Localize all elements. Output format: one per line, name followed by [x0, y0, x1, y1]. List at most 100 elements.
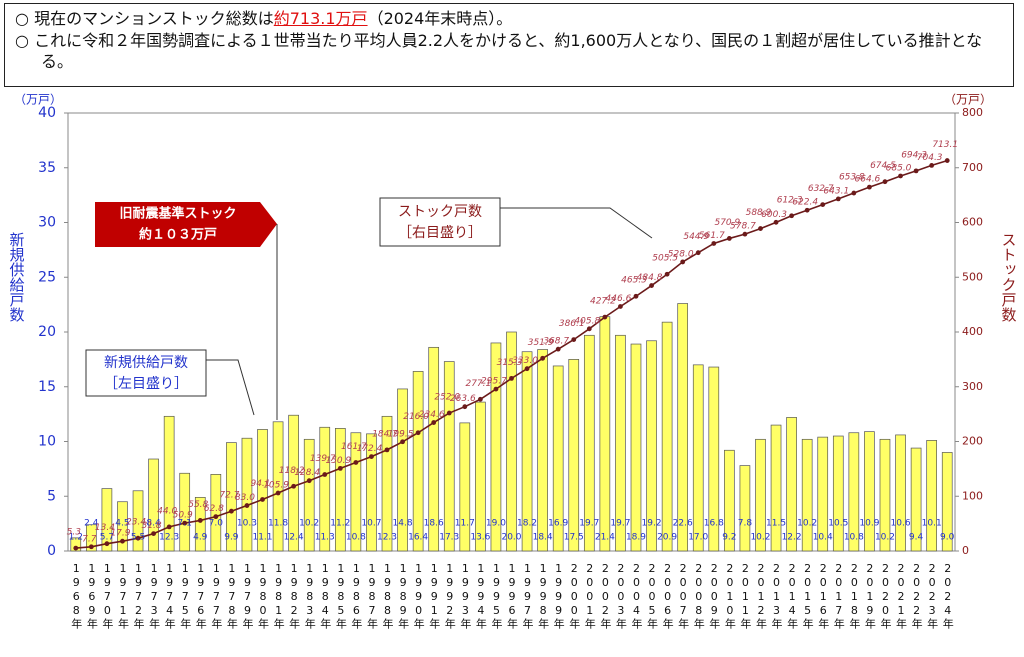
point — [446, 410, 452, 416]
point-label: 622.4 — [792, 198, 818, 208]
x-tick-label: 2019年 — [863, 562, 876, 630]
y-tick-label: 20 — [38, 324, 56, 340]
note-box — [85, 349, 207, 397]
bar — [646, 340, 657, 552]
point — [322, 472, 328, 477]
bar-label: 18.2 — [517, 519, 537, 529]
bar-label: 11.5 — [766, 519, 786, 529]
point — [415, 430, 421, 436]
x-tick-label: 2008年 — [692, 562, 705, 630]
point-label: 612.3 — [777, 195, 803, 205]
bar — [739, 465, 751, 552]
point-label: 5.3 — [67, 528, 82, 538]
point — [867, 184, 872, 190]
x-tick-label: 1971年 — [116, 562, 129, 630]
bar — [303, 438, 315, 552]
point-label: 578.7 — [730, 222, 756, 232]
bar-label: 17.3 — [439, 533, 459, 543]
point — [88, 544, 94, 550]
y2-unit: （万戸） — [944, 93, 992, 107]
note-text: ストック戸数 — [398, 204, 482, 220]
bar-label: 8.4 — [146, 519, 161, 529]
point-label: 505.5 — [652, 254, 678, 264]
x-tick-label: 1968年 — [70, 562, 83, 630]
bar-label: 12.2 — [782, 533, 802, 543]
point-label: 484.8 — [637, 273, 663, 283]
x-tick-label: 1976年 — [194, 562, 207, 630]
point — [851, 190, 857, 196]
point — [120, 538, 125, 544]
point-label: 72.7 — [219, 491, 239, 501]
point-label: 713.1 — [932, 140, 958, 150]
bar — [692, 364, 704, 552]
point — [571, 337, 577, 343]
bar-label: 4.5 — [115, 519, 129, 529]
point — [898, 173, 903, 179]
point — [555, 346, 561, 352]
bar — [786, 417, 797, 552]
point — [431, 420, 437, 425]
bar-label: 7.8 — [738, 519, 753, 529]
bar-label: 10.8 — [346, 533, 366, 543]
bar — [910, 447, 922, 552]
point — [618, 304, 623, 309]
y-tick-label: 30 — [38, 215, 56, 231]
point — [649, 283, 654, 288]
bar — [630, 343, 642, 552]
bar-label: 9.2 — [722, 533, 736, 543]
point-label: 150.9 — [325, 456, 351, 466]
point-label: 199.5 — [388, 429, 414, 439]
bar-label: 5.5 — [131, 533, 145, 543]
point — [353, 460, 359, 465]
bar — [490, 342, 502, 552]
x-tick-label: 1986年 — [350, 562, 363, 630]
bar — [521, 351, 533, 552]
bullet: ○ — [15, 31, 29, 50]
bar — [941, 452, 953, 552]
point — [711, 241, 717, 246]
bar — [801, 438, 813, 552]
x-tick-label: 1992年 — [443, 562, 456, 630]
y-tick-label: 15 — [38, 379, 56, 395]
y2-tick-label: 100 — [962, 489, 983, 502]
y-axis-title: 新規供給戸数 — [8, 232, 26, 322]
bar-label: 9.0 — [940, 533, 955, 543]
header-box: ○ 現在のマンションストック総数は約713.1万戸（2024年末時点）。 ○ こ… — [4, 3, 1014, 87]
bar-label: 16.9 — [548, 519, 568, 529]
point — [228, 508, 234, 514]
point-label: 368.7 — [543, 337, 569, 347]
callout-arrow — [95, 202, 277, 247]
y2-tick-label: 400 — [962, 325, 983, 338]
x-tick-label: 1983年 — [303, 562, 316, 630]
bar-label: 18.6 — [424, 519, 444, 529]
bar — [895, 434, 906, 552]
point — [369, 454, 374, 460]
bar-label: 11.7 — [455, 519, 475, 529]
point — [664, 271, 670, 277]
bar-label: 10.7 — [361, 519, 381, 529]
bar — [257, 429, 268, 552]
point-label: 50.9 — [173, 511, 193, 521]
point-label: 643.1 — [823, 186, 849, 196]
bar-label: 4.9 — [193, 533, 208, 543]
note-box — [379, 197, 501, 247]
bar-label: 19.7 — [610, 519, 630, 529]
text: 現在のマンションストック総数は — [34, 9, 274, 28]
y2-tick-label: 500 — [962, 270, 983, 283]
x-tick-label: 1989年 — [397, 562, 410, 630]
bar — [319, 426, 331, 552]
point-label: 94.1 — [250, 479, 270, 489]
point-label: 184.7 — [372, 429, 398, 439]
bar — [817, 436, 829, 552]
point-label: 277.1 — [465, 379, 491, 389]
x-tick-label: 2007年 — [677, 562, 690, 630]
point — [758, 226, 763, 231]
bar — [366, 433, 377, 552]
point — [540, 355, 546, 361]
x-tick-label: 1990年 — [412, 562, 425, 630]
bar — [101, 488, 113, 552]
pointer — [206, 359, 255, 416]
header-line: ○ 現在のマンションストック総数は約713.1万戸（2024年末時点）。 — [15, 8, 1003, 29]
y-tick-label: 0 — [47, 543, 56, 559]
